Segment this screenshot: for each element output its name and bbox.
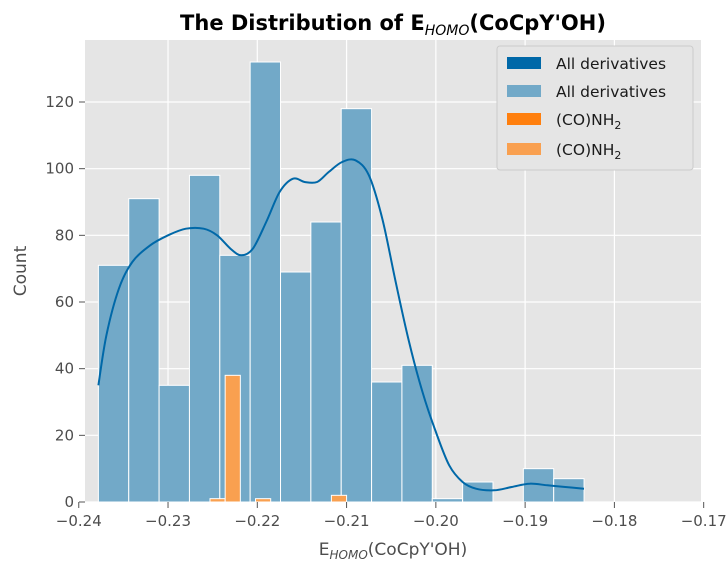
legend-swatch-co-nh2-dark [507, 113, 541, 125]
x-tick-label: −0.21 [324, 512, 370, 530]
bar-co-nh2 [224, 374, 241, 503]
y-tick-label: 100 [45, 160, 74, 178]
y-tick-label: 0 [64, 493, 74, 511]
x-axis-label-subscript: HOMO [330, 548, 368, 562]
bar-all-derivatives [280, 271, 312, 503]
bar-all-derivatives [431, 498, 464, 503]
legend: All derivatives All derivatives (CO)NH2 … [496, 45, 694, 171]
x-tick-label: −0.23 [145, 512, 191, 530]
legend-label-co-nh2-light: (CO)NH2 [556, 141, 621, 162]
bar-all-derivatives [401, 364, 433, 503]
y-tick-label: 20 [55, 426, 74, 444]
y-axis-ticks: 0 20 40 60 80 100 120 [45, 93, 85, 511]
x-tick-label: −0.19 [502, 512, 548, 530]
legend-label-co-nh2-dark-sub: 2 [614, 119, 621, 132]
bar-co-nh2 [330, 494, 348, 503]
bars-all-derivatives [97, 61, 585, 503]
y-axis-label: Count [11, 245, 31, 296]
x-tick-label: −0.20 [413, 512, 459, 530]
title-suffix: (CoCpY'OH) [469, 11, 606, 35]
x-axis-ticks: −0.24 −0.23 −0.22 −0.21 −0.20 −0.19 −0.18 −0.17 [56, 502, 726, 530]
x-axis-label: EHOMO(CoCpY'OH) [319, 540, 467, 562]
y-tick-label: 120 [45, 93, 74, 111]
legend-label-all-derivatives-dark: All derivatives [556, 55, 666, 73]
y-tick-label: 60 [55, 293, 74, 311]
bar-all-derivatives [97, 264, 130, 503]
legend-label-all-derivatives-light: All derivatives [556, 83, 666, 101]
bar-all-derivatives [249, 61, 282, 503]
bar-co-nh2 [255, 498, 272, 503]
bars-co-nh2 [209, 374, 348, 503]
x-tick-label: −0.22 [234, 512, 280, 530]
bar-all-derivatives [371, 381, 403, 503]
legend-label-co-nh2-light-sub: 2 [614, 149, 621, 162]
bar-all-derivatives [158, 384, 190, 503]
legend-swatch-co-nh2-light [507, 143, 541, 155]
legend-swatch-all-derivatives-light [507, 85, 541, 97]
x-axis-label-main: E [319, 540, 330, 560]
bar-all-derivatives [188, 174, 221, 503]
y-tick-label: 40 [55, 360, 74, 378]
x-axis-label-suffix: (CoCpY'OH) [368, 540, 467, 560]
kde-curve-all-derivatives [97, 158, 585, 492]
bar-all-derivatives [553, 478, 585, 503]
bar-all-derivatives [310, 221, 342, 503]
bar-all-derivatives [128, 198, 160, 503]
bar-co-nh2 [209, 498, 226, 503]
x-tick-label: −0.17 [681, 512, 726, 530]
x-tick-label: −0.18 [591, 512, 637, 530]
legend-label-co-nh2-dark-main: (CO)NH [556, 111, 614, 129]
title-subscript: HOMO [425, 23, 470, 39]
bar-all-derivatives [340, 108, 373, 503]
legend-label-co-nh2-dark: (CO)NH2 [556, 111, 621, 132]
title-main: The Distribution of E [180, 11, 425, 35]
y-tick-label: 80 [55, 226, 74, 244]
legend-swatch-all-derivatives-dark [507, 57, 541, 69]
legend-box [496, 45, 694, 171]
legend-label-co-nh2-light-main: (CO)NH [556, 141, 614, 159]
chart-title: The Distribution of EHOMO(CoCpY'OH) [180, 11, 606, 39]
x-tick-label: −0.24 [56, 512, 102, 530]
